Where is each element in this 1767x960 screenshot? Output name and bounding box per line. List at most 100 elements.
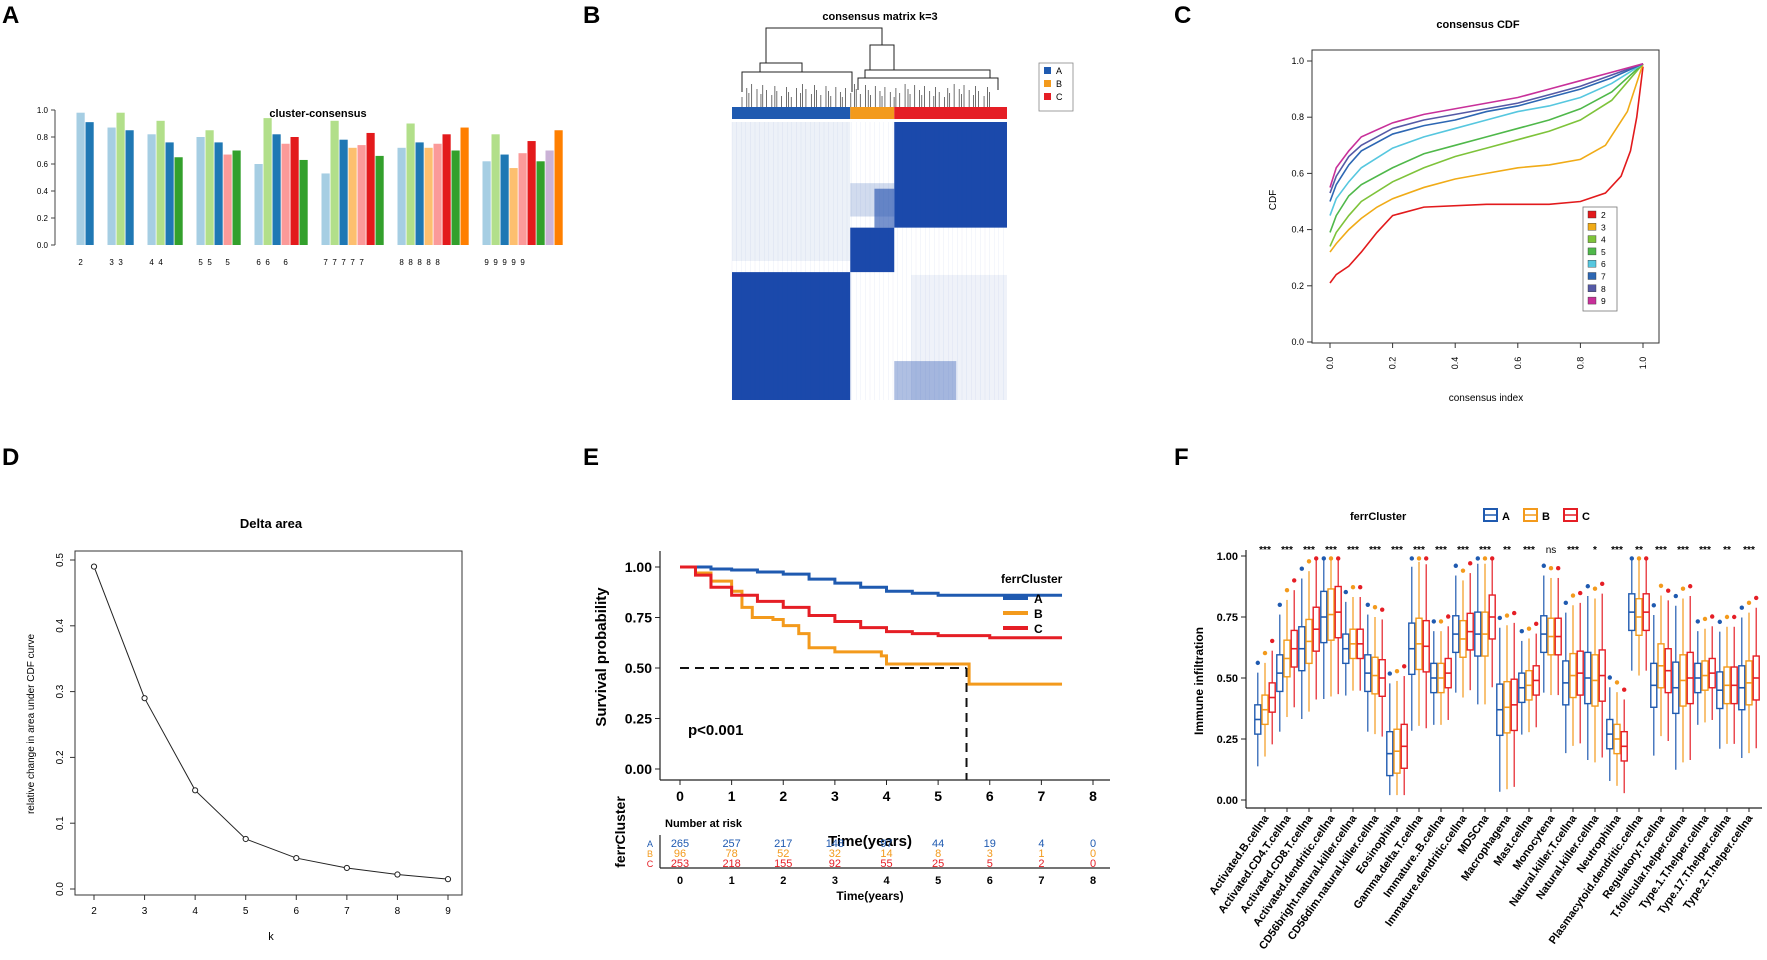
panel-a-x-label: 7: [323, 258, 328, 267]
panel-f-significance: **: [1635, 545, 1643, 556]
panel-f-y-tick-label: 0.75: [1217, 612, 1238, 624]
panel-a-bar-k4: [156, 120, 165, 245]
panel-e-x-tick-label: 4: [883, 788, 891, 804]
panel-a-x-label: 6: [265, 258, 270, 267]
panel-f-outlier: [1277, 602, 1283, 607]
panel-e-risk-value: 52: [777, 848, 789, 860]
panel-e-legend-title: ferrCluster: [1001, 572, 1063, 586]
panel-e-risk-x-tick-label: 8: [1090, 875, 1096, 887]
panel-f-legend-label: B: [1542, 511, 1550, 523]
panel-c-frame: [1311, 49, 1660, 344]
panel-a-bar-k7: [366, 132, 375, 245]
panel-f-outlier: [1431, 619, 1437, 624]
panel-e-risk-value: 217: [774, 838, 792, 850]
panel-f-outlier: [1387, 671, 1393, 676]
panel-f-outlier: [1636, 556, 1642, 561]
panel-a-bar-k4: [147, 134, 156, 245]
panel-c-legend-swatch-8: [1587, 284, 1597, 292]
panel-a-bar-k6: [272, 134, 281, 245]
panel-d-y-tick-label: 0.5: [55, 553, 66, 567]
panel-a-bar-k6: [290, 137, 299, 245]
panel-b-legend-label: A: [1056, 66, 1062, 76]
panel-f-legend-title: ferrCluster: [1350, 511, 1407, 523]
panel-f-outlier: [1673, 593, 1679, 599]
panel-e-risk-x-tick-label: 3: [832, 875, 838, 887]
panel-e-risk-value: 4: [1038, 838, 1044, 850]
panel-e-risk-x-tick-label: 7: [1038, 875, 1044, 887]
panel-f-significance: ***: [1281, 545, 1293, 556]
panel-a-bar-k5: [223, 154, 232, 245]
panel-d-point: [444, 876, 452, 883]
panel-e-risk-value: 78: [726, 848, 738, 860]
panel-d-x-tick-label: 2: [91, 906, 97, 917]
panel-e-risk-row-name: A: [647, 839, 653, 849]
panel-f-significance: ***: [1523, 545, 1535, 556]
panel-f-y-label: Immune infiltration: [1192, 627, 1206, 735]
panel-e-y-tick-label: 0.25: [625, 711, 652, 727]
panel-a-x-label: 7: [350, 258, 355, 267]
panel-a-bar-k9: [536, 161, 545, 245]
panel-a-bar-k9: [518, 153, 527, 245]
panel-a-bar-k2: [76, 112, 85, 245]
panel-a-bar-k9: [554, 130, 563, 245]
panel-a-bar-k6: [263, 118, 272, 245]
panel-a-bar-k8: [442, 134, 451, 245]
panel-f-outlier: [1746, 600, 1752, 606]
panel-f-outlier: [1299, 566, 1305, 571]
panel-f-outlier: [1526, 626, 1532, 631]
panel-c-title: consensus CDF: [1436, 19, 1519, 31]
panel-a-x-label: 4: [149, 258, 154, 267]
panel-c-legend-swatch-4: [1587, 235, 1597, 243]
panel-f-significance: ns: [1546, 545, 1557, 556]
panel-a-x-label: 9: [493, 258, 498, 267]
panel-f-outlier: [1409, 556, 1415, 561]
panel-e-risk-value: 25: [932, 858, 944, 870]
panel-f-outlier: [1754, 595, 1759, 601]
panel-f-outlier: [1702, 616, 1708, 622]
panel-f-significance: ***: [1479, 545, 1491, 556]
panel-f-outlier: [1358, 585, 1363, 590]
panel-e-risk-x-tick-label: 6: [987, 875, 993, 887]
panel-c-x-tick-label: 0.8: [1575, 357, 1585, 370]
panel-f-outlier: [1629, 556, 1635, 561]
panel-e-risk-value: 32: [829, 848, 841, 860]
panel-a-bar-k4: [165, 142, 174, 245]
panel-e-risk-x-tick-label: 1: [729, 875, 735, 887]
panel-f-outlier: [1402, 664, 1407, 669]
panel-e-risk-ylabel: ferrCluster: [612, 796, 628, 868]
panel-c-x-label: consensus index: [1449, 393, 1524, 404]
panel-e-risk-value: 2: [1038, 858, 1044, 870]
panel-f-outlier: [1416, 556, 1422, 561]
panel-e-x-tick-label: 6: [986, 788, 994, 804]
panel-a-bar-k8: [424, 147, 433, 245]
panel-c-series-7: [1329, 63, 1644, 202]
panel-a-bar-k8: [406, 123, 415, 245]
panel-a-bar-k9: [500, 154, 509, 245]
panel-e-risk-value: 257: [722, 838, 740, 850]
panel-c-legend-label: 5: [1601, 247, 1606, 257]
panel-a-x-label: 9: [511, 258, 516, 267]
panel-f-outlier: [1292, 578, 1297, 583]
panel-f-significance: ***: [1457, 545, 1469, 556]
panel-a-y-tick-label: 0.8: [37, 133, 49, 142]
panel-a-bar-k7: [321, 173, 330, 245]
panel-f-outlier: [1534, 621, 1539, 627]
panel-c-legend-box: [1582, 206, 1618, 312]
panel-f-y-tick-label: 0.25: [1217, 734, 1238, 746]
panel-a-bar-k3: [125, 130, 134, 245]
panel-f-outlier: [1512, 610, 1517, 616]
panel-b-legend-swatch-b: [1044, 80, 1051, 87]
panel-a-x-label: 8: [435, 258, 440, 267]
panel-e-y-tick-label: 0.75: [625, 610, 652, 626]
panel-e-risk-value: 0: [1090, 848, 1096, 860]
panel-f-outlier: [1710, 614, 1715, 619]
panel-f-outlier: [1680, 586, 1686, 591]
panel-a-x-label: 7: [341, 258, 346, 267]
panel-e-x-tick-label: 8: [1089, 788, 1097, 804]
panel-e-risk-value: 96: [674, 848, 686, 860]
panel-a-x-label: 8: [408, 258, 413, 267]
panel-f-outlier: [1284, 587, 1290, 593]
panel-c-legend-swatch-9: [1587, 296, 1597, 305]
panel-e-x-tick-label: 1: [728, 788, 736, 804]
